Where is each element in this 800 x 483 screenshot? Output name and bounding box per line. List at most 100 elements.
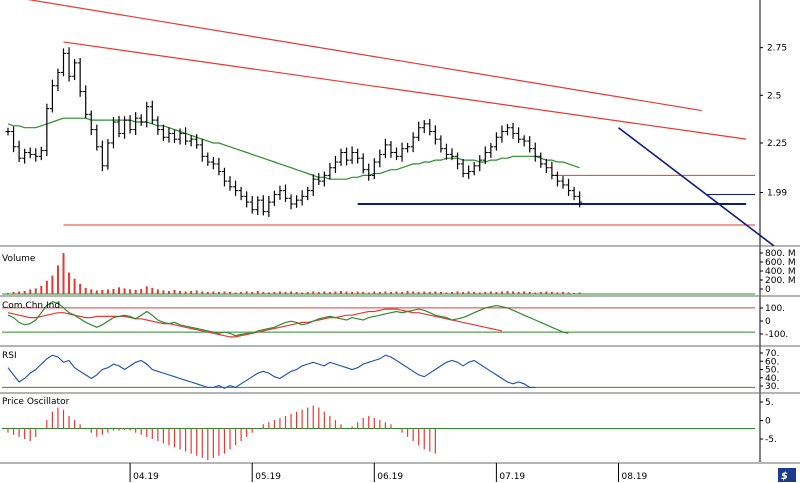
- volume-bar: [45, 280, 48, 294]
- volume-bar: [179, 290, 182, 294]
- ohlc-bar: [488, 142, 494, 158]
- volume-bar: [84, 287, 87, 294]
- downtrend-line: [618, 127, 775, 247]
- volume-bar: [212, 291, 215, 294]
- volume-bar: [484, 291, 487, 294]
- cci-fast-line: [7, 301, 569, 337]
- volume-bar: [462, 291, 465, 294]
- ohlc-bar: [144, 101, 150, 128]
- volume-bar: [262, 291, 265, 294]
- ohlc-bar: [277, 185, 283, 200]
- rsi-tick-label: 40.: [765, 374, 779, 384]
- volume-tick-label: 800. M: [765, 249, 796, 259]
- volume-bar: [223, 291, 226, 294]
- ohlc-bar: [382, 138, 388, 159]
- volume-bar: [384, 291, 387, 294]
- volume-bar: [251, 291, 254, 294]
- volume-bar: [500, 291, 503, 294]
- volume-bar: [145, 286, 148, 294]
- volume-tick-label: 0: [765, 285, 771, 295]
- moving-average-line: [7, 117, 580, 180]
- ohlc-bar: [388, 141, 394, 158]
- rsi-tick-label: 30.: [765, 382, 779, 392]
- ohlc-bar: [116, 115, 122, 138]
- volume-bar: [29, 289, 32, 294]
- x-tick-label: 06.19: [377, 472, 403, 482]
- ohlc-bar: [283, 184, 288, 203]
- ohlc-bar: [360, 153, 366, 174]
- ohlc-bar: [460, 158, 466, 178]
- x-tick-label: 07.19: [499, 472, 525, 482]
- volume-panel-label: Volume: [2, 254, 36, 264]
- volume-bar: [234, 292, 237, 294]
- ohlc-bar: [310, 174, 316, 196]
- volume-bar: [162, 290, 165, 294]
- volume-bar: [306, 291, 309, 294]
- volume-bar: [539, 291, 542, 294]
- cci-panel-label: Com.Chn.Ind: [2, 301, 60, 311]
- volume-bar: [362, 291, 365, 294]
- ohlc-bar: [410, 132, 416, 153]
- x-axis: 04.19 05.19 06.19 07.19 08.19: [129, 463, 648, 482]
- ohlc-bar: [394, 147, 399, 161]
- ohlc-bar: [432, 125, 438, 145]
- ohlc-bar: [510, 122, 516, 139]
- price-panel: 2.75 2.5 2.25 1.99: [5, 0, 787, 247]
- volume-bar: [406, 290, 409, 294]
- ohlc-bar: [366, 163, 372, 181]
- volume-bar: [173, 289, 176, 294]
- ohlc-bar: [349, 146, 355, 164]
- ohlc-bar: [88, 110, 94, 135]
- volume-bar: [68, 272, 71, 294]
- ohlc-bar: [338, 148, 344, 166]
- ohlc-bar: [499, 125, 505, 143]
- ohlc-bar: [172, 129, 177, 143]
- volume-bar: [378, 291, 381, 294]
- volume-bar: [112, 288, 115, 294]
- volume-bar: [567, 292, 570, 294]
- volume-bar: [534, 292, 537, 294]
- ohlc-bar: [110, 117, 116, 149]
- volume-bar: [495, 291, 498, 294]
- ohlc-bar: [316, 173, 322, 185]
- rsi-panel: 70.60.50.40.30.: [2, 349, 779, 392]
- ohlc-bar: [327, 162, 333, 180]
- ohlc-bar: [210, 157, 216, 170]
- volume-bar: [434, 291, 437, 294]
- price-tick-label: 2.75: [767, 44, 787, 54]
- cci-tick-label: 100.: [765, 304, 785, 314]
- ohlc-bar: [255, 196, 261, 216]
- volume-bar: [367, 292, 370, 294]
- volume-bar: [23, 290, 26, 294]
- ohlc-bar: [155, 116, 161, 135]
- ohlc-bar: [421, 120, 427, 134]
- volume-bar: [317, 291, 320, 294]
- volume-bar: [401, 291, 404, 294]
- ohlc-bar: [571, 186, 577, 201]
- volume-bar: [90, 289, 93, 294]
- price-oscillator-panel: 5. 0 -5.: [2, 398, 777, 460]
- ohlc-bar: [49, 79, 55, 113]
- ohlc-bar: [244, 191, 250, 208]
- volume-bar: [323, 291, 326, 294]
- volume-bar: [190, 290, 193, 294]
- ohlc-bar: [44, 103, 50, 156]
- volume-bar: [206, 291, 209, 294]
- ohlc-bar: [177, 128, 183, 145]
- volume-bar: [295, 291, 298, 294]
- ohlc-bar: [471, 162, 477, 176]
- volume-bar: [428, 291, 431, 294]
- volume-bar: [151, 287, 154, 294]
- ohlc-bar: [477, 155, 483, 172]
- ohlc-bar: [61, 48, 66, 77]
- volume-bar: [129, 289, 132, 294]
- volume-bar: [51, 275, 54, 294]
- ohlc-bar: [455, 152, 461, 170]
- volume-bar: [229, 291, 231, 294]
- volume-bar: [351, 291, 354, 294]
- volume-bar: [301, 292, 304, 294]
- ohlc-bar: [216, 157, 222, 176]
- ohlc-bar: [122, 116, 128, 139]
- volume-bar: [245, 291, 248, 294]
